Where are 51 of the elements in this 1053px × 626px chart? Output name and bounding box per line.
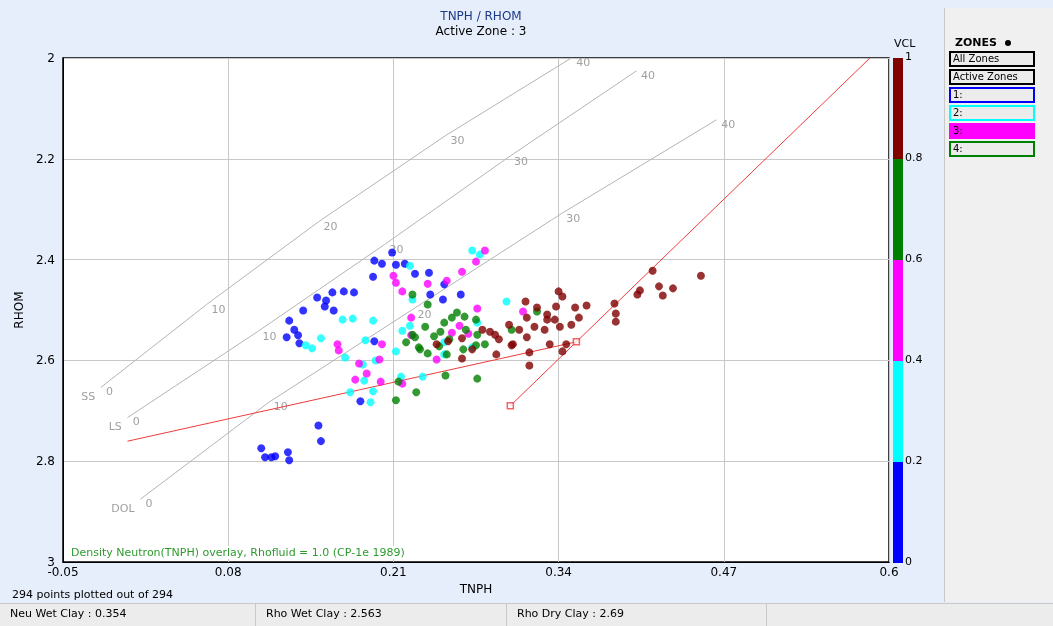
x-tick-label: -0.05 bbox=[47, 565, 79, 580]
annotation: 20 bbox=[323, 219, 338, 233]
x-tick-label: 0.21 bbox=[380, 565, 407, 580]
x-tick-label: 0.6 bbox=[879, 565, 899, 580]
text: 1: bbox=[949, 87, 1035, 103]
text: 4: bbox=[949, 141, 1035, 157]
color-bar-label: 0.8 bbox=[905, 151, 923, 164]
annotation: 40 bbox=[641, 69, 656, 83]
y-axis-title: RHOM bbox=[12, 291, 26, 329]
x-tick-label: 0.34 bbox=[545, 565, 572, 580]
annotation: 0 bbox=[132, 415, 140, 429]
annotation: 20 bbox=[389, 242, 404, 256]
y-tick-label: 2 bbox=[47, 51, 55, 65]
y-tick-label: 2.8 bbox=[35, 454, 55, 469]
y-tick-label: 2.2 bbox=[35, 151, 55, 166]
text: ZONES bbox=[955, 36, 997, 49]
annotation: 40 bbox=[576, 56, 591, 69]
series-label: SS bbox=[81, 390, 96, 404]
annotation: 30 bbox=[514, 154, 529, 168]
chart-title: TNPH / RHOM bbox=[439, 9, 522, 23]
annotation: 10 bbox=[262, 329, 277, 343]
annotation: 10 bbox=[211, 302, 226, 316]
color-bar-label: 0.2 bbox=[905, 454, 923, 467]
text: 3: bbox=[949, 123, 1035, 139]
text: Rho Wet Clay : 2.563 bbox=[256, 604, 507, 626]
annotation: 40 bbox=[721, 118, 736, 131]
text: All Zones bbox=[949, 51, 1035, 67]
color-bar-title: VCL bbox=[894, 37, 917, 50]
text: 2: bbox=[949, 105, 1035, 121]
y-tick-label: 2.6 bbox=[35, 353, 55, 368]
color-bar-label: 0.4 bbox=[905, 353, 923, 366]
text: 294 points plotted out of 294 bbox=[12, 588, 174, 601]
y-tick-label: 2.4 bbox=[35, 252, 55, 267]
series-label: LS bbox=[108, 420, 122, 434]
x-tick-label: 0.08 bbox=[214, 565, 242, 580]
color-bar-label: 0 bbox=[905, 555, 912, 568]
series-label: DOL bbox=[111, 502, 136, 516]
annotation: 30 bbox=[450, 133, 465, 147]
text: Neu Wet Clay : 0.354 bbox=[0, 604, 256, 626]
color-bar-label: 1 bbox=[905, 50, 912, 63]
annotation: 0 bbox=[106, 385, 114, 399]
x-axis-title: TNPH bbox=[458, 582, 493, 596]
chart-subtitle: Active Zone : 3 bbox=[435, 24, 527, 38]
annotation: Density Neutron(TNPH) overlay, Rhofluid = 1.0 (CP-1e 1989) bbox=[71, 546, 405, 559]
annotation: 0 bbox=[145, 497, 153, 511]
x-tick-label: 0.47 bbox=[710, 565, 738, 580]
text: Rho Dry Clay : 2.69 bbox=[507, 604, 767, 626]
annotation: 20 bbox=[417, 307, 432, 321]
color-bar-label: 0.6 bbox=[905, 252, 923, 265]
annotation: 30 bbox=[566, 211, 581, 225]
text: Active Zones bbox=[949, 69, 1035, 85]
